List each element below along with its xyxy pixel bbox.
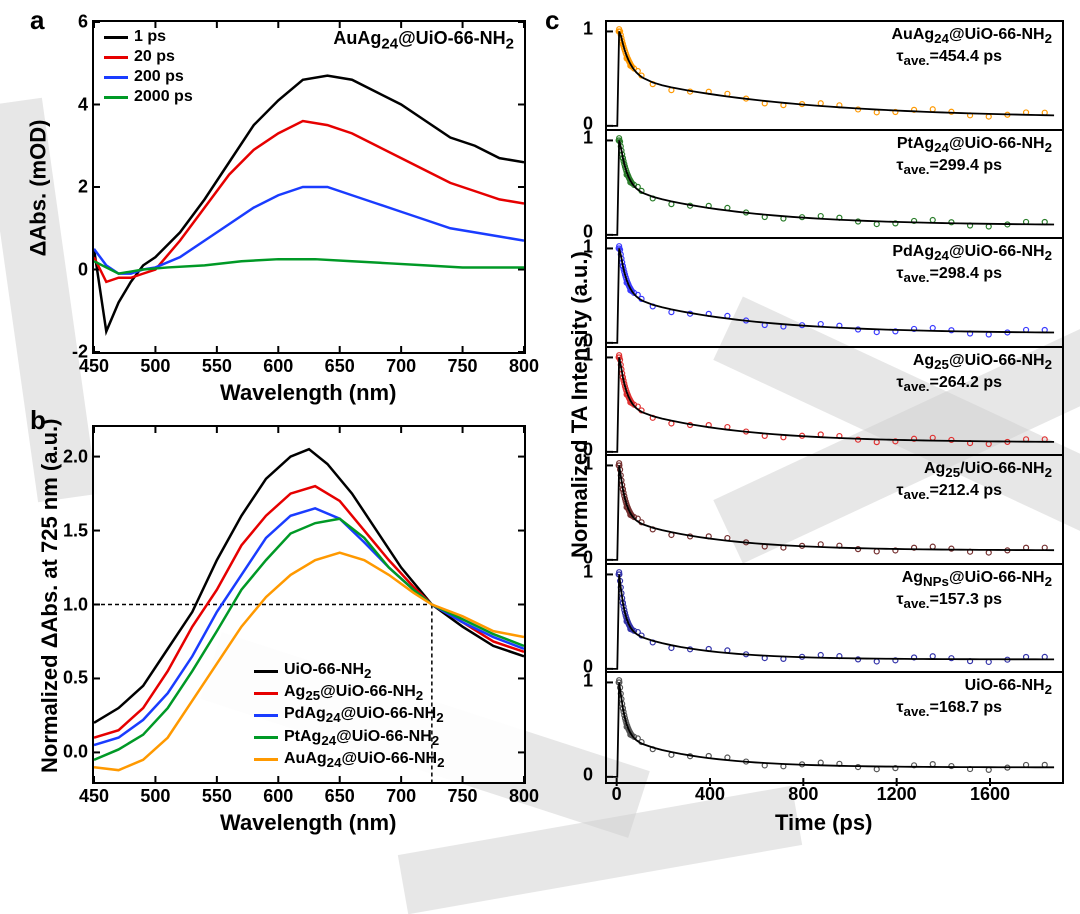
ytick-label: -2: [72, 342, 88, 363]
panel-c-label: c: [545, 5, 559, 36]
decay-tau: τave.=168.7 ps: [896, 699, 1002, 719]
panel-a-label: a: [30, 5, 44, 36]
panel-c-xlabel: Time (ps): [775, 810, 872, 836]
xtick-label: 800: [509, 356, 539, 377]
panel-b-xlabel: Wavelength (nm): [220, 810, 396, 836]
decay-sample-name: Ag25@UiO-66-NH2: [913, 352, 1052, 372]
xtick-label: 450: [79, 786, 109, 807]
legend-item: 2000 ps: [104, 88, 193, 106]
decay-sample-name: AuAg24@UiO-66-NH2: [891, 26, 1052, 46]
decay-tau: τave.=157.3 ps: [896, 591, 1002, 611]
ytick-label: 0: [78, 259, 88, 280]
ytick-label: 2: [78, 177, 88, 198]
decay-panel: AuAg24@UiO-66-NH2 τave.=454.4 ps: [605, 20, 1064, 131]
ytick-label: 1.0: [63, 594, 88, 615]
xtick-label: 700: [386, 786, 416, 807]
panel-b-plot: UiO-66-NH2Ag25@UiO-66-NH2PdAg24@UiO-66-N…: [92, 425, 526, 784]
ytick-label: 2.0: [63, 446, 88, 467]
ytick-label: 1.5: [63, 520, 88, 541]
panel-c-plot: AuAg24@UiO-66-NH2 τave.=454.4 ps 01 PtAg…: [605, 20, 1060, 780]
xtick-label: 600: [263, 356, 293, 377]
decay-tau: τave.=212.4 ps: [896, 482, 1002, 502]
ytick-label: 1: [583, 562, 593, 583]
decay-tau: τave.=264.2 ps: [896, 374, 1002, 394]
ytick-label: 1: [583, 128, 593, 149]
xtick-label: 650: [325, 786, 355, 807]
ytick-label: 6: [78, 12, 88, 33]
panel-c-ylabel: Normalized TA Intensity (a.u.): [567, 258, 593, 558]
decay-sample-name: Ag25/UiO-66-NH2: [924, 460, 1052, 480]
decay-tau: τave.=298.4 ps: [896, 265, 1002, 285]
ytick-label: 0.0: [63, 742, 88, 763]
panel-a-legend: 1 ps 20 ps 200 ps 2000 ps: [104, 28, 193, 108]
legend-item: AuAg24@UiO-66-NH2: [254, 750, 445, 770]
legend-item: PtAg24@UiO-66-NH2: [254, 728, 445, 748]
xtick-label: 550: [202, 356, 232, 377]
xtick-label: 650: [325, 356, 355, 377]
decay-sample-name: AgNPs@UiO-66-NH2: [902, 569, 1052, 589]
decay-sample-name: PtAg24@UiO-66-NH2: [897, 135, 1052, 155]
decay-panel: UiO-66-NH2 τave.=168.7 ps: [605, 671, 1064, 784]
decay-sample-name: PdAg24@UiO-66-NH2: [892, 243, 1052, 263]
xtick-label: 600: [263, 786, 293, 807]
ytick-label: 0: [583, 765, 593, 786]
panel-b-legend: UiO-66-NH2Ag25@UiO-66-NH2PdAg24@UiO-66-N…: [254, 661, 445, 772]
legend-item: UiO-66-NH2: [254, 661, 445, 681]
decay-panel: PtAg24@UiO-66-NH2 τave.=299.4 ps: [605, 129, 1064, 240]
decay-panel: PdAg24@UiO-66-NH2 τave.=298.4 ps: [605, 237, 1064, 348]
decay-panel: Ag25@UiO-66-NH2 τave.=264.2 ps: [605, 346, 1064, 457]
decay-tau: τave.=454.4 ps: [896, 48, 1002, 68]
panel-b-ylabel: Normalized ΔAbs. at 725 nm (a.u.): [37, 443, 63, 773]
xtick-label: 750: [448, 786, 478, 807]
panel-a-title: AuAg24@UiO-66-NH2: [333, 28, 514, 53]
decay-panel: AgNPs@UiO-66-NH2 τave.=157.3 ps: [605, 563, 1064, 674]
decay-panel: Ag25/UiO-66-NH2 τave.=212.4 ps: [605, 454, 1064, 565]
legend-item: Ag25@UiO-66-NH2: [254, 683, 445, 703]
panel-a-plot: 1 ps 20 ps 200 ps 2000 ps AuAg24@UiO-66-NH2…: [92, 20, 526, 354]
ytick-label: 4: [78, 94, 88, 115]
xtick-label: 550: [202, 786, 232, 807]
legend-item: PdAg24@UiO-66-NH2: [254, 705, 445, 725]
xtick-label: 500: [140, 356, 170, 377]
panel-a-xlabel: Wavelength (nm): [220, 380, 396, 406]
legend-item: 1 ps: [104, 28, 193, 46]
ytick-label: 1: [583, 670, 593, 691]
ytick-label: 1: [583, 19, 593, 40]
xtick-label: 750: [448, 356, 478, 377]
decay-sample-name: UiO-66-NH2: [965, 677, 1052, 697]
legend-item: 20 ps: [104, 48, 193, 66]
decay-tau: τave.=299.4 ps: [896, 157, 1002, 177]
xtick-label: 700: [386, 356, 416, 377]
legend-item: 200 ps: [104, 68, 193, 86]
xtick-label: 800: [509, 786, 539, 807]
xtick-label: 500: [140, 786, 170, 807]
ytick-label: 0.5: [63, 668, 88, 689]
panel-a-ylabel: ΔAbs. (mOD): [25, 120, 51, 257]
